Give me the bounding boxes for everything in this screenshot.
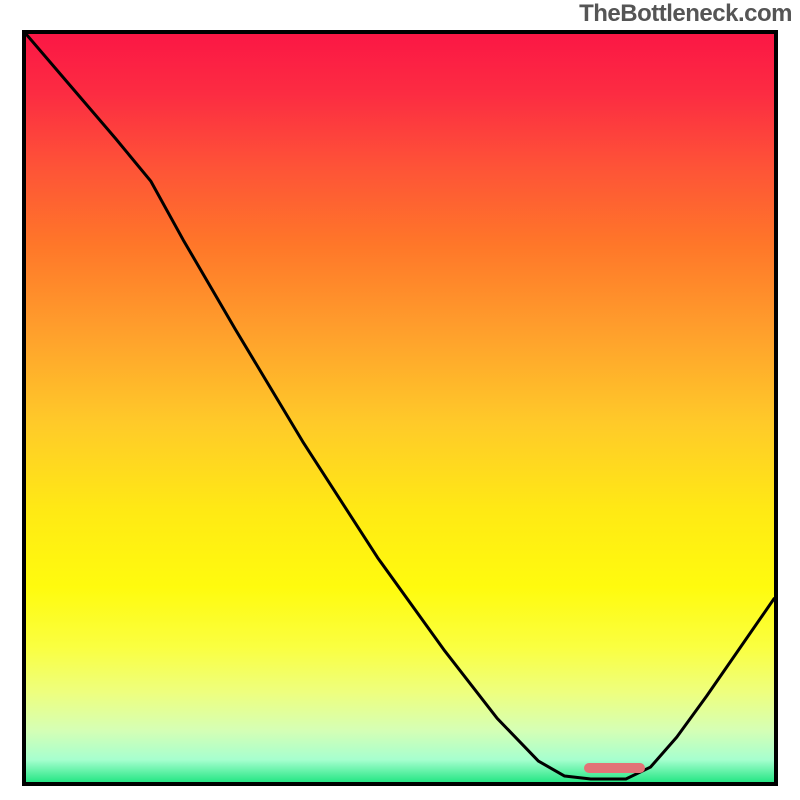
watermark: TheBottleneck.com [579, 0, 792, 28]
optimal-marker [584, 763, 645, 773]
bottleneck-curve [26, 34, 774, 782]
chart-frame [22, 30, 778, 786]
